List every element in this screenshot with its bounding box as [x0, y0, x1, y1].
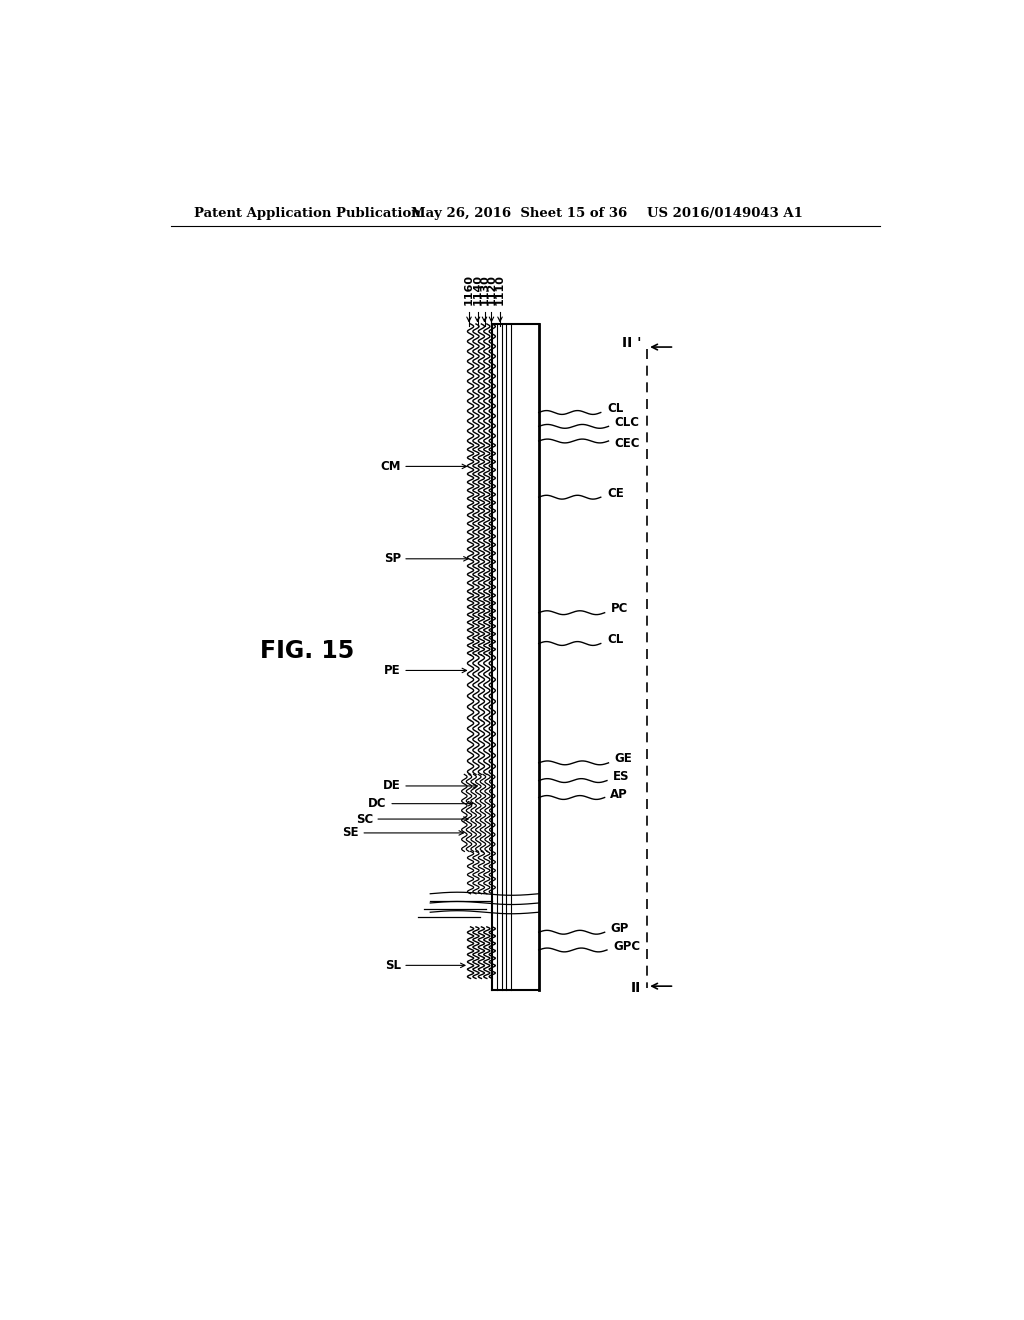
Text: SL: SL	[385, 958, 400, 972]
Text: CL: CL	[607, 403, 624, 416]
Text: SP: SP	[384, 552, 400, 565]
Text: II: II	[631, 982, 641, 995]
Text: 1120: 1120	[486, 273, 497, 305]
Text: FIG. 15: FIG. 15	[260, 639, 354, 663]
Text: AP: AP	[610, 788, 628, 801]
Text: DC: DC	[369, 797, 387, 810]
Text: CEC: CEC	[614, 437, 640, 450]
Text: CL: CL	[607, 634, 624, 647]
Text: CM: CM	[380, 459, 400, 473]
Text: II ': II '	[622, 337, 641, 350]
Text: 1110: 1110	[495, 273, 505, 305]
Bar	[493, 323, 539, 990]
Text: 1130: 1130	[479, 275, 489, 305]
Text: CLC: CLC	[614, 416, 640, 429]
Text: CE: CE	[607, 487, 624, 500]
Text: SE: SE	[342, 826, 359, 840]
Text: US 2016/0149043 A1: US 2016/0149043 A1	[647, 207, 803, 220]
Text: May 26, 2016  Sheet 15 of 36: May 26, 2016 Sheet 15 of 36	[411, 207, 627, 220]
Text: GP: GP	[611, 921, 629, 935]
Text: Patent Application Publication: Patent Application Publication	[194, 207, 421, 220]
Text: 1140: 1140	[472, 273, 482, 305]
Text: 1160: 1160	[464, 273, 474, 305]
Text: PC: PC	[611, 602, 628, 615]
Text: ES: ES	[612, 770, 629, 783]
Text: GPC: GPC	[613, 940, 640, 953]
Text: GE: GE	[614, 752, 633, 766]
Text: SC: SC	[355, 813, 373, 825]
Text: PE: PE	[384, 664, 400, 677]
Text: DE: DE	[383, 779, 400, 792]
